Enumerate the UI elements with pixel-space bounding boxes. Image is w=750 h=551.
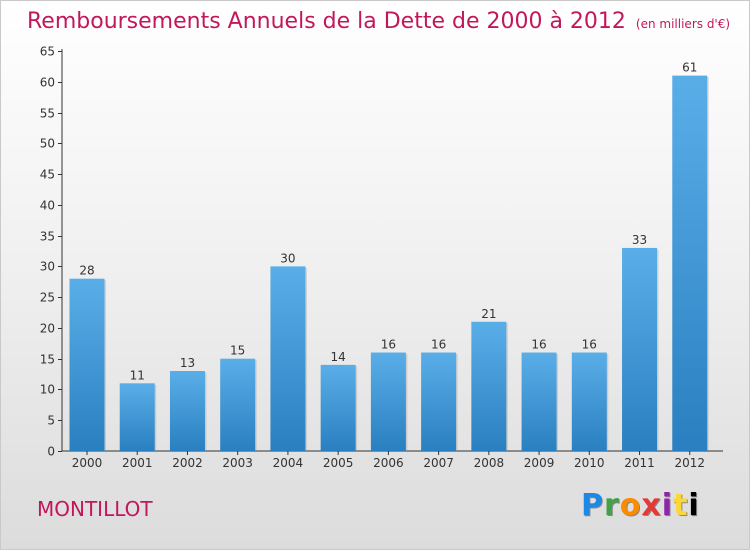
x-tick-label: 2007 — [423, 456, 454, 470]
x-tick-label: 2006 — [373, 456, 404, 470]
x-tick-label: 2005 — [323, 456, 354, 470]
bar-value-label: 61 — [682, 61, 697, 75]
bar-value-label: 16 — [431, 338, 446, 352]
x-tick-label: 2011 — [624, 456, 655, 470]
y-tick-label: 40 — [40, 199, 55, 213]
bar — [320, 364, 356, 451]
y-tick-label: 60 — [40, 76, 55, 90]
bar-value-label: 14 — [331, 350, 346, 364]
commune-name: MONTILLOT — [37, 497, 153, 521]
y-tick-label: 65 — [40, 45, 55, 59]
bar — [220, 358, 256, 451]
bar — [169, 371, 205, 451]
x-tick-label: 2010 — [574, 456, 605, 470]
y-tick-label: 30 — [40, 260, 55, 274]
x-tick-label: 2000 — [72, 456, 103, 470]
bar-value-label: 30 — [280, 251, 295, 265]
bar-value-label: 21 — [481, 307, 496, 321]
bar-value-label: 33 — [632, 233, 647, 247]
x-tick-label: 2003 — [222, 456, 253, 470]
y-tick-label: 10 — [40, 383, 55, 397]
bar-value-label: 16 — [381, 338, 396, 352]
bar-value-label: 16 — [582, 338, 597, 352]
y-tick-label: 20 — [40, 322, 55, 336]
chart-title: Remboursements Annuels de la Dette de 20… — [27, 9, 730, 34]
bar — [119, 383, 155, 451]
bar — [521, 352, 557, 451]
bar-value-label: 13 — [180, 356, 195, 370]
chart-subtitle: (en milliers d'€) — [635, 17, 731, 31]
bar — [571, 352, 607, 451]
bar — [672, 75, 708, 451]
bar-value-label: 11 — [130, 368, 145, 382]
bar — [421, 352, 457, 451]
bar-value-label: 15 — [230, 344, 245, 358]
x-tick-label: 2009 — [524, 456, 555, 470]
bar — [69, 278, 105, 451]
y-tick-label: 15 — [40, 353, 55, 367]
bar-value-label: 16 — [531, 338, 546, 352]
y-tick-label: 45 — [40, 168, 55, 182]
y-tick-label: 50 — [40, 137, 55, 151]
x-tick-label: 2001 — [122, 456, 153, 470]
x-tick-label: 2002 — [172, 456, 203, 470]
y-tick-label: 55 — [40, 107, 55, 121]
bar-value-label: 28 — [79, 264, 94, 278]
x-tick-label: 2008 — [474, 456, 505, 470]
y-tick-label: 35 — [40, 230, 55, 244]
bar — [270, 266, 306, 451]
y-tick-label: 0 — [47, 445, 55, 459]
bar — [370, 352, 406, 451]
y-tick-label: 25 — [40, 291, 55, 305]
bar — [622, 247, 658, 451]
x-tick-label: 2004 — [273, 456, 304, 470]
proxiti-logo: Proxiti — [581, 488, 700, 523]
y-tick-label: 5 — [47, 414, 55, 428]
chart-title-text: Remboursements Annuels de la Dette de 20… — [27, 9, 626, 34]
bar — [471, 321, 507, 451]
x-tick-label: 2012 — [674, 456, 705, 470]
